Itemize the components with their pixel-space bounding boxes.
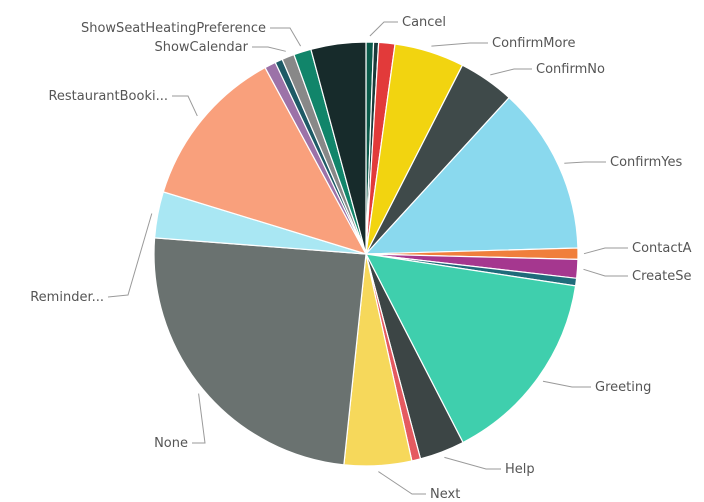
- slice-label-confirmyes: ConfirmYes: [610, 155, 682, 170]
- slice-label-reminder: Reminder...: [30, 290, 104, 305]
- slice-confirmyes: [364, 96, 579, 255]
- slices-layer: [153, 41, 579, 467]
- leader-line-none: [192, 393, 206, 444]
- slice-label-none: None: [154, 436, 188, 451]
- leader-line-help: [444, 456, 501, 470]
- leader-line-cancel: [369, 21, 398, 37]
- leader-line-confirmmore: [431, 42, 488, 47]
- leader-line-showseatheatingpreference: [270, 27, 302, 47]
- slice-label-confirmmore: ConfirmMore: [492, 36, 575, 51]
- slice-label-contacta: ContactA: [632, 241, 692, 256]
- leader-line-createse: [583, 268, 628, 277]
- leader-line-confirmyes: [564, 161, 606, 164]
- leader-line-restaurantbooki: [172, 95, 198, 117]
- leader-line-showcalendar: [252, 46, 286, 52]
- slice-none: [153, 237, 367, 466]
- leader-line-reminder: [107, 213, 153, 298]
- slice-label-showcalendar: ShowCalendar: [154, 40, 248, 55]
- slice-greeting: [364, 253, 577, 444]
- labels-layer: Cancel ConfirmMore ConfirmNo ConfirmYes Cont…: [30, 15, 691, 502]
- slice-label-createse: CreateSe: [632, 269, 691, 284]
- slice-label-greeting: Greeting: [595, 380, 651, 395]
- slice-label-restaurantbooki: RestaurantBooki...: [48, 89, 168, 104]
- leader-line-next: [378, 471, 426, 495]
- slice-label-next: Next: [430, 487, 460, 502]
- slice-label-help: Help: [505, 462, 535, 477]
- slice-20: [310, 41, 367, 255]
- leader-line-confirmno: [490, 68, 532, 76]
- leader-line-greeting: [542, 380, 591, 388]
- slice-restaurantbooki: [162, 66, 368, 256]
- slice-label-cancel: Cancel: [402, 15, 446, 30]
- slice-label-showseatheatingpreference: ShowSeatHeatingPreference: [81, 21, 266, 36]
- slice-label-confirmno: ConfirmNo: [536, 62, 605, 77]
- leader-line-contacta: [583, 247, 628, 255]
